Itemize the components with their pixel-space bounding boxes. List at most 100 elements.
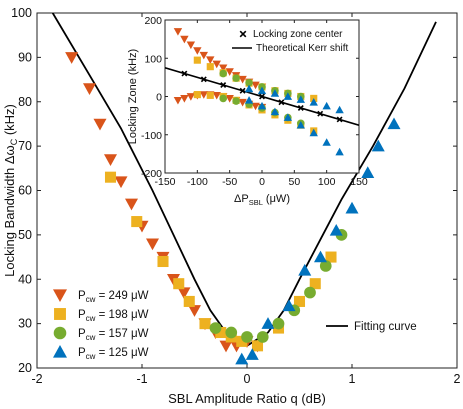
inset-upper-point-p249 — [193, 47, 202, 55]
legend-label-p125: Pcw = 125 μW — [78, 347, 149, 361]
inset-y-tick-label: -100 — [141, 130, 162, 142]
inset-upper-point-p249 — [238, 75, 247, 84]
point-p157 — [256, 331, 269, 343]
inset-upper-point-p125 — [322, 101, 331, 110]
point-p249 — [104, 154, 117, 166]
legend-label-prefix: P — [78, 347, 86, 359]
inset-upper-point-p249 — [206, 56, 215, 64]
main-y-tick-label: 60 — [18, 184, 32, 198]
point-p157 — [241, 331, 253, 343]
point-p198 — [325, 251, 337, 263]
inset-lower-point-p125 — [309, 128, 318, 137]
point-p157 — [272, 317, 285, 330]
point-p249 — [188, 305, 201, 317]
center-point — [220, 82, 227, 88]
inset-lower-point-p249 — [251, 102, 260, 111]
legend-label-suffix: = 249 μW — [95, 290, 148, 302]
point-p198 — [183, 295, 195, 307]
inset-upper-point-p249 — [199, 51, 208, 60]
legend-marker-p249 — [53, 289, 67, 302]
inset-lower-point-p125 — [296, 120, 305, 129]
inset-x-tick-label: -100 — [187, 176, 208, 188]
inset-lower-point-p198 — [193, 91, 201, 99]
inset-lower-point-p249 — [180, 95, 189, 103]
inset-y-axis-label: Locking Zone (kHz) — [127, 49, 139, 144]
inset-upper-point-p249 — [186, 41, 196, 50]
inset-x-tick-label: 100 — [318, 176, 336, 188]
point-p198 — [251, 340, 264, 352]
point-p249 — [93, 118, 107, 131]
legend-label-sub: cw — [86, 314, 96, 323]
center-point — [297, 105, 304, 111]
point-p125 — [345, 201, 359, 214]
inset-upper-point-p249 — [173, 28, 183, 36]
inset-legend-center-marker-b — [239, 30, 247, 38]
inset-chart: -150 -100 -50 0 50 100 150 -200 -100 0 100 200 ΔPSBL… — [127, 15, 368, 207]
legend-label-sub: cw — [86, 333, 96, 342]
center-point — [200, 76, 207, 83]
main-y-tick-label: 100 — [11, 6, 32, 20]
point-p125 — [282, 299, 296, 312]
main-y-tick-label: 30 — [18, 317, 32, 331]
center-point-b — [200, 76, 207, 83]
inset-upper-point-p198 — [193, 56, 201, 64]
inset-y-tick-label: 100 — [144, 53, 162, 65]
inset-lower-point-p125 — [283, 113, 293, 121]
inset-upper-point-p125 — [257, 86, 267, 95]
inset-legend: Locking zone center Theoretical Kerr shif… — [232, 29, 348, 54]
inset-series-p125 — [244, 84, 344, 156]
center-point-b — [336, 116, 343, 123]
point-p249 — [146, 238, 159, 251]
inset-upper-point-p125 — [335, 105, 344, 114]
inset-lower-point-p249 — [173, 96, 183, 105]
inset-x-tick-label: 0 — [259, 176, 265, 188]
inset-x-tick-label: -50 — [222, 176, 237, 188]
main-x-tick-label: -1 — [136, 372, 147, 386]
inset-lower-point-p125 — [257, 101, 267, 110]
inset-legend-kerr-label: Theoretical Kerr shift — [256, 43, 348, 54]
point-p125 — [235, 352, 249, 365]
inset-upper-point-p157 — [245, 78, 253, 87]
inset-x-tick-label: 50 — [288, 176, 300, 188]
inset-upper-point-p157 — [219, 69, 227, 78]
point-p249 — [125, 198, 138, 211]
inset-x-axis-label: ΔPSBL (μW) — [234, 193, 290, 207]
center-point — [278, 99, 285, 106]
point-p198 — [131, 216, 143, 228]
inset-lower-point-p249 — [225, 95, 234, 103]
inset-y-tick-label: 200 — [144, 15, 162, 27]
main-y-tick-label: 50 — [18, 228, 32, 242]
point-p125 — [261, 317, 275, 329]
center-point-b — [278, 99, 285, 106]
legend-label-p157: Pcw = 157 μW — [78, 328, 149, 342]
center-point — [239, 87, 246, 94]
center-point — [336, 116, 343, 123]
legend-label-prefix: P — [78, 290, 86, 302]
main-y-tick-label: 40 — [18, 272, 32, 286]
inset-center-points — [181, 70, 343, 123]
main-y-axis-label: Locking Bandwidth ΔωC (kHz) — [2, 104, 19, 277]
main-x-axis-label: SBL Amplitude Ratio q (dB) — [168, 391, 326, 406]
inset-lower-point-p249 — [199, 91, 208, 99]
point-p198 — [173, 278, 185, 290]
inset-upper-point-p125 — [296, 95, 305, 103]
inset-upper-point-p125 — [270, 89, 280, 97]
point-p157 — [225, 326, 238, 339]
point-p249 — [114, 176, 128, 189]
inset-lower-point-p249 — [238, 98, 247, 107]
point-p249 — [177, 287, 191, 300]
inset-x-tick-label: -150 — [154, 176, 175, 188]
main-y-tick-label: 90 — [18, 50, 32, 64]
point-p125 — [371, 139, 385, 152]
inset-upper-point-p198 — [206, 63, 214, 71]
point-p125 — [387, 117, 401, 130]
point-p198 — [236, 335, 248, 347]
inset-upper-point-p249 — [180, 35, 189, 44]
inset-lower-point-p157 — [219, 94, 227, 103]
inset-x-axis-label-sub: SBL — [249, 198, 263, 207]
main-y-tick-label: 20 — [18, 361, 32, 375]
inset-lower-point-p125 — [322, 138, 331, 146]
point-p125 — [329, 223, 343, 236]
inset-lower-point-p125 — [270, 107, 280, 116]
